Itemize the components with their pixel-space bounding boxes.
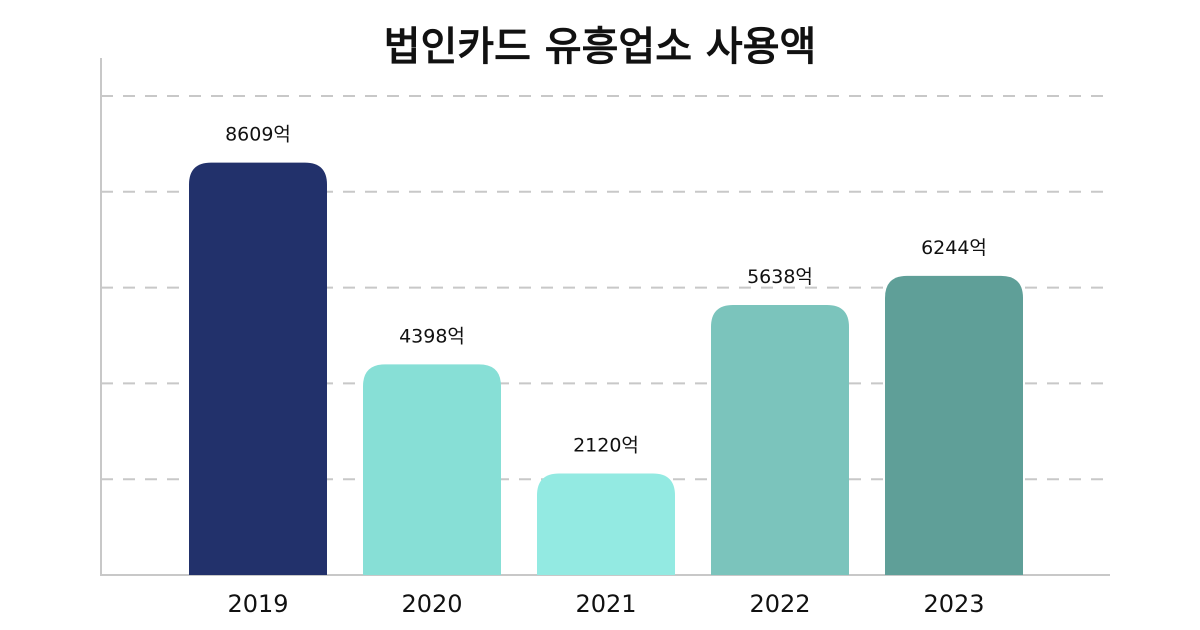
data-label-2023: 6244억: [921, 237, 987, 259]
data-label-2020: 4398억: [399, 325, 465, 347]
bar-2023: [885, 275, 1023, 575]
bar-2019: [189, 162, 327, 575]
x-tick-label-2020: 2020: [401, 590, 462, 618]
chart-title: 법인카드 유흥업소 사용액: [383, 24, 817, 70]
x-tick-label-2021: 2021: [575, 590, 636, 618]
x-tick-label-2022: 2022: [749, 590, 810, 618]
data-label-2019: 8609억: [225, 124, 291, 146]
bar-2022: [711, 304, 849, 575]
x-tick-label-2019: 2019: [227, 590, 288, 618]
bar-2021: [537, 473, 675, 575]
bar-2020: [363, 364, 501, 575]
x-tick-label-2023: 2023: [923, 590, 984, 618]
data-label-2022: 5638억: [747, 266, 813, 288]
data-label-2021: 2120억: [573, 434, 639, 456]
